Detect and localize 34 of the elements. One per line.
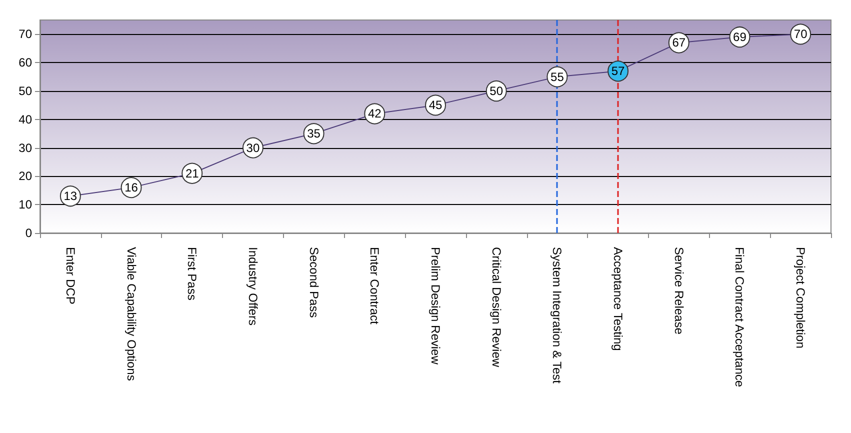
- y-tick-label: 50: [18, 84, 32, 98]
- data-label: 57: [611, 64, 626, 78]
- data-label: 69: [733, 30, 747, 44]
- data-label: 50: [490, 84, 504, 98]
- y-tick-label: 40: [18, 112, 32, 126]
- x-tick-label: Final Contract Acceptance: [732, 247, 747, 388]
- x-tick-label: Enter Contract: [368, 247, 382, 326]
- x-tick-label: Acceptance Testing: [611, 247, 626, 351]
- data-label: 21: [185, 166, 200, 180]
- y-tick-label: 60: [18, 56, 32, 70]
- data-label: 42: [368, 106, 382, 121]
- y-tick-label: 70: [18, 27, 32, 42]
- y-tick-label: 0: [25, 226, 32, 240]
- data-label: 55: [550, 70, 564, 84]
- y-tick-label: 30: [18, 140, 32, 155]
- data-label: 70: [794, 27, 808, 42]
- x-tick-label: System Integration & Test: [550, 247, 564, 384]
- x-tick-label: Critical Design Review: [489, 247, 504, 368]
- x-tick-label: Second Pass: [306, 247, 321, 318]
- data-label: 45: [428, 98, 442, 112]
- x-tick-label: Viable Capability Options: [124, 247, 138, 381]
- x-tick-label: Prelim Design Review: [428, 247, 442, 365]
- y-tick-label: 20: [18, 169, 32, 184]
- data-label: 30: [246, 140, 260, 155]
- data-label: 16: [124, 180, 138, 195]
- x-tick-label: Industry Offers: [246, 247, 260, 326]
- x-tick-label: Enter DCP: [63, 247, 78, 304]
- data-label: 13: [64, 189, 78, 204]
- data-label: 35: [307, 126, 321, 141]
- data-label: 67: [672, 36, 686, 50]
- x-tick-label: Project Completion: [794, 247, 808, 348]
- y-tick-label: 10: [18, 198, 32, 212]
- x-tick-label: Service Release: [672, 247, 686, 335]
- x-tick-label: First Pass: [185, 247, 200, 300]
